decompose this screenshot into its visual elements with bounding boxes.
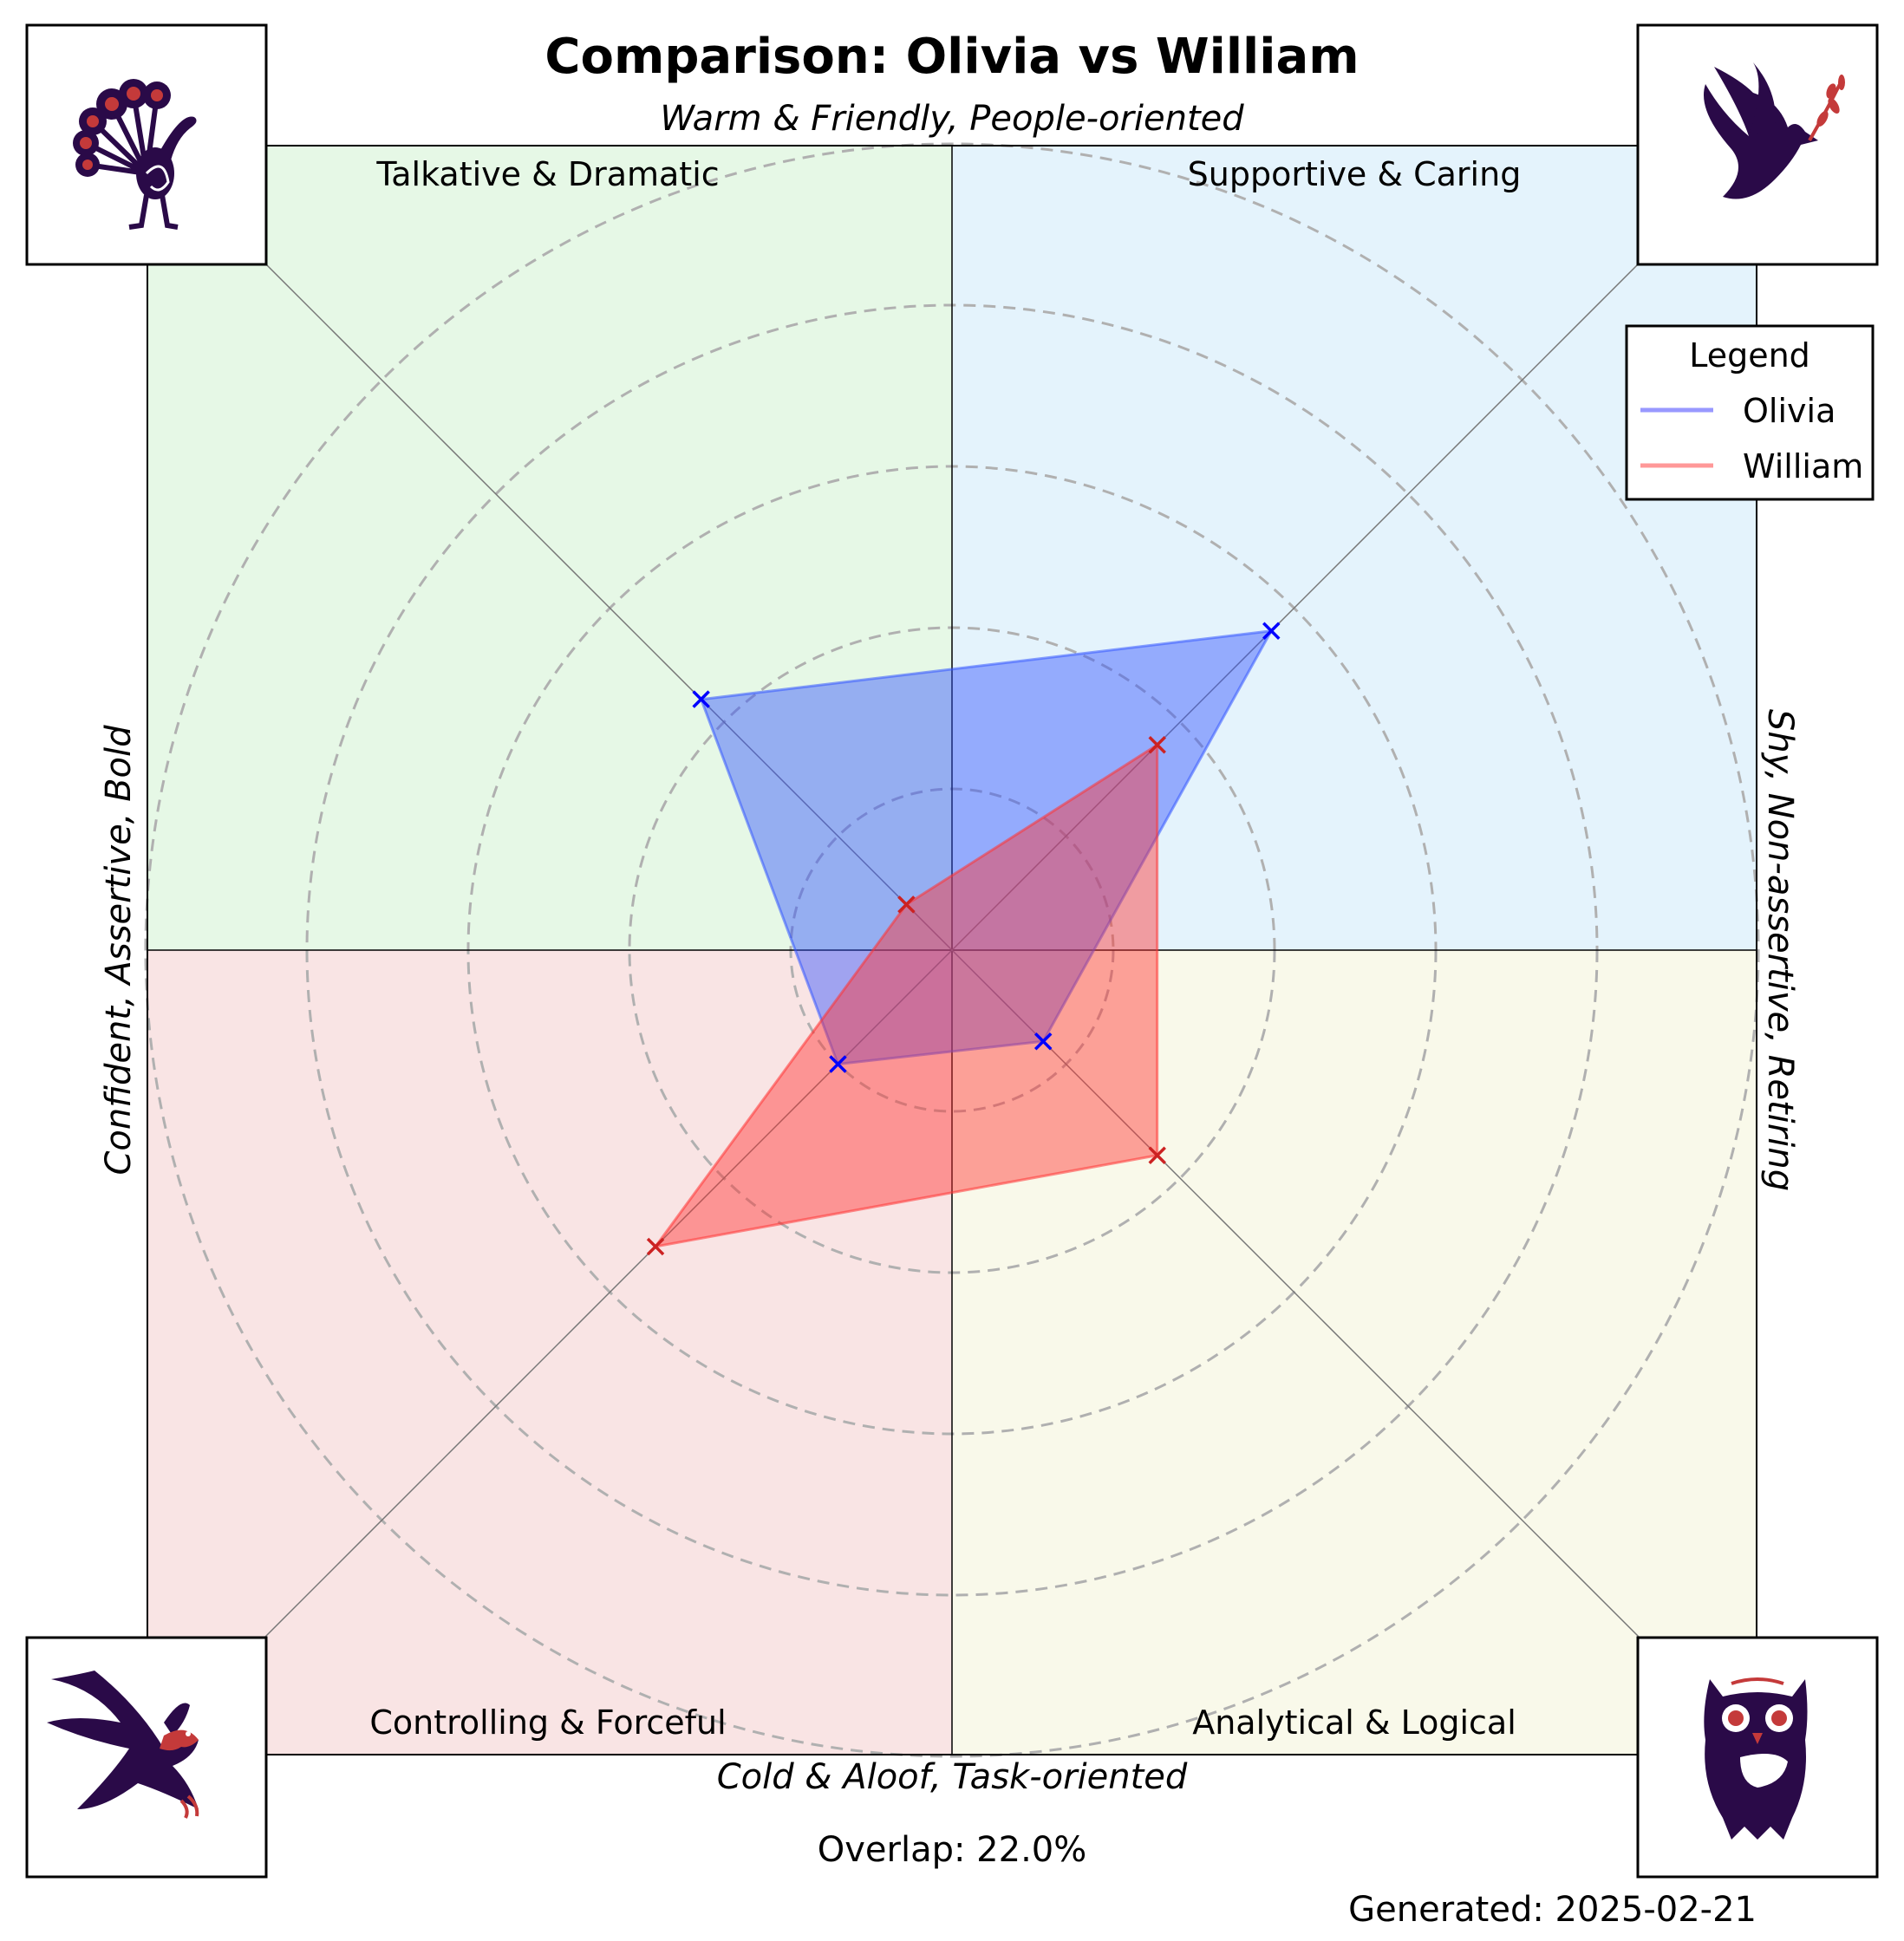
axis-label-bottom: Cold & Aloof, Task-oriented [717,1757,1188,1797]
owl-icon [1636,1636,1879,1879]
quadrant-label-supportive: Supportive & Caring [1188,155,1522,193]
data-point-olivia-2 [692,690,710,708]
generated-text: Generated: 2025-02-21 [1348,1890,1757,1930]
diagonal-spoke-2 [264,262,1640,1638]
axis-label-right: Shy, Non-assertive, Retiring [1760,709,1800,1191]
legend-title: Legend [1689,336,1810,375]
legend-label-olivia: Olivia [1743,392,1836,430]
overlap-text: Overlap: 22.0% [818,1830,1087,1870]
axis-label-top: Warm & Friendly, People-oriented [660,99,1244,139]
legend: Legend Olivia William [1625,324,1875,501]
eagle-icon [25,1636,268,1879]
dove-icon [1636,23,1879,266]
data-point-olivia-3 [829,1055,847,1073]
quadrant-label-analytical: Analytical & Logical [1192,1703,1516,1742]
quadrant-label-talkative: Talkative & Dramatic [375,155,719,193]
data-point-william-4 [1148,1146,1166,1164]
data-point-olivia-4 [1034,1032,1053,1051]
data-point-william-3 [646,1237,665,1256]
data-point-olivia-1 [1262,622,1281,640]
axis-label-left: Confident, Assertive, Bold [99,725,139,1176]
legend-box [1625,324,1875,501]
grid-ring-5 [144,142,1760,1758]
data-point-william-2 [897,896,916,914]
legend-label-william: William [1743,447,1863,485]
series-layer [646,622,1281,1256]
data-point-william-1 [1148,736,1166,754]
chart-title: Comparison: Olivia vs William [544,29,1359,85]
peacock-icon [25,23,268,266]
quadrant-label-controlling: Controlling & Forceful [369,1703,726,1742]
